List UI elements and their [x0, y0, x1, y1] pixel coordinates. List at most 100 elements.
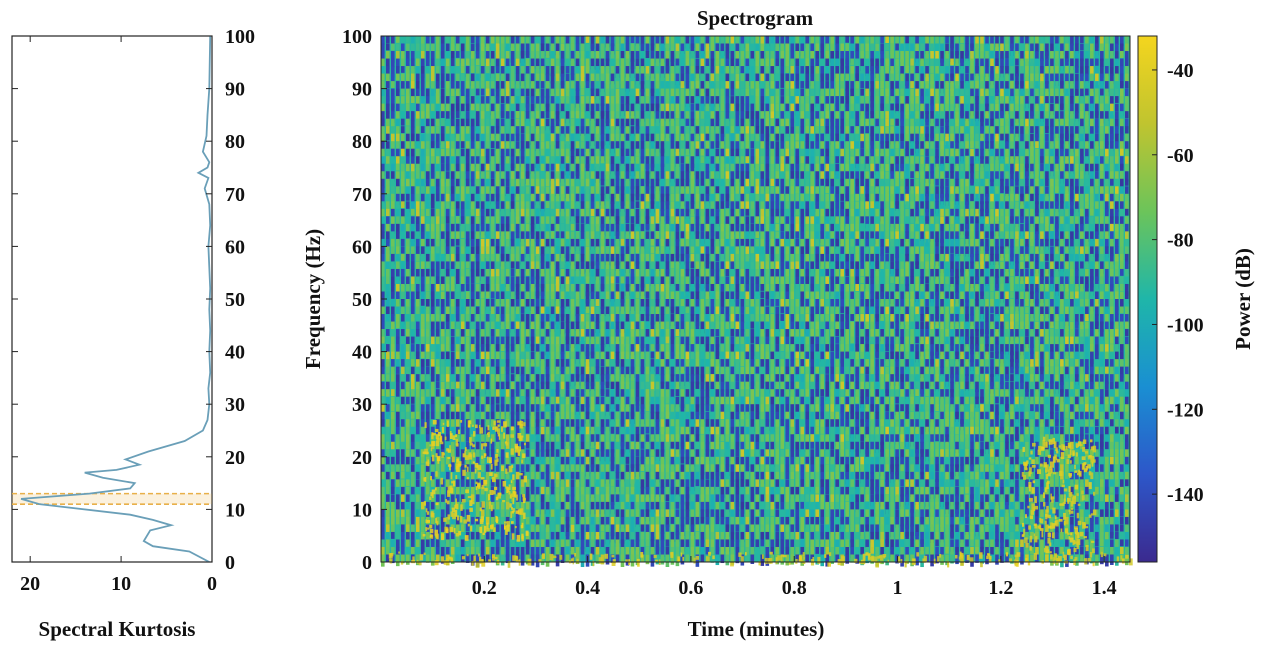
spectrogram-cell [470, 344, 475, 356]
spectrogram-cell [490, 306, 495, 319]
spectrogram-cell [575, 111, 580, 119]
spectrogram-cell [630, 539, 635, 549]
spectrogram-cell [630, 486, 635, 497]
spectrogram-cell [505, 58, 510, 67]
spectrogram-cell [490, 374, 495, 386]
spectrogram-cell [505, 216, 510, 228]
spectrogram-cell [465, 321, 470, 331]
spectrogram-cell [495, 321, 500, 334]
spectrogram-cell [545, 396, 550, 407]
spectrogram-cell [505, 314, 510, 326]
spectrogram-cell [550, 501, 555, 514]
spectrogram-cell [695, 126, 700, 136]
spectrogram-cell [625, 449, 630, 458]
spectrogram-cell [520, 404, 525, 415]
spectrogram-cell [381, 464, 385, 472]
spectrogram-cell [405, 118, 410, 126]
spectrogram-cell [585, 419, 590, 428]
spectrogram-cell [455, 193, 460, 205]
spectrogram-cell [625, 126, 630, 136]
spectrogram-cell [630, 73, 635, 85]
spectrogram-cell [540, 148, 545, 156]
spectrogram-cell [595, 118, 600, 128]
spectrogram-cell [620, 216, 625, 226]
spectrogram-cell [660, 66, 665, 78]
spectrogram-cell [590, 321, 595, 333]
spectrogram-cell [540, 253, 545, 263]
spectrogram-cell [725, 36, 730, 49]
spectrogram-cell [725, 163, 730, 173]
spectrogram-cell [515, 366, 520, 377]
spectrogram-cell [510, 126, 515, 138]
spectrogram-cell [560, 419, 565, 430]
spectrogram-cell [525, 261, 530, 272]
spectrogram-cell [690, 163, 695, 176]
spectrogram-cell [660, 81, 665, 88]
spectrogram-cell [400, 321, 405, 329]
spectrogram-cell [495, 208, 500, 220]
spectrogram-cell [675, 246, 680, 258]
spectrogram-cell [620, 81, 625, 89]
spectrogram-cell [435, 268, 440, 278]
spectrogram-cell [555, 111, 560, 122]
spectrogram-cell [605, 156, 610, 166]
spectrogram-cell [725, 73, 730, 82]
spectrogram-cell [585, 306, 590, 314]
spectrogram-cell [535, 51, 540, 60]
spectrogram-cell [525, 88, 530, 97]
spectrogram-cell [385, 299, 390, 307]
spectrogram-cell [610, 321, 615, 331]
spectrogram-cell [540, 426, 545, 440]
spectrogram-cell [440, 148, 445, 160]
spectrogram-cell [520, 201, 525, 212]
spectrogram-cell [580, 111, 585, 119]
spectrogram-cell [565, 103, 570, 117]
spectrogram-cell [405, 441, 410, 449]
spectrogram-cell [530, 201, 535, 210]
spectrogram-cell [405, 434, 410, 443]
spectrogram-cell [400, 531, 405, 541]
spectrogram-cell [715, 501, 720, 514]
spectrogram-cell [555, 381, 560, 393]
spectrogram-cell [580, 163, 585, 175]
spectrogram-cell [545, 111, 550, 119]
spectrogram-cell [395, 329, 400, 340]
spectrogram-cell [445, 381, 450, 395]
spectrogram-cell [555, 283, 560, 294]
spectrogram-cell [460, 426, 465, 435]
spectrogram-cell [590, 351, 595, 359]
spectrogram-cell [685, 96, 690, 108]
spectrogram-cell [650, 111, 655, 120]
spectrogram-cell [395, 531, 400, 540]
spectrogram-cell [625, 389, 630, 398]
spectrogram-cell [390, 81, 395, 89]
spectrogram-cell [545, 178, 550, 187]
spectrogram-cell [655, 471, 660, 483]
spectrogram-cell [410, 509, 415, 522]
spectrogram-cell [381, 419, 385, 429]
spectrogram-cell [645, 51, 650, 59]
spectrogram-cell [450, 516, 455, 530]
spectrogram-cell [410, 253, 415, 263]
spectrogram-cell [405, 253, 410, 266]
spectrogram-cell [395, 223, 400, 234]
spectrogram-cell [385, 111, 390, 120]
spectrogram-cell [505, 246, 510, 259]
spectrogram-cell [510, 186, 515, 198]
spectrogram-cell [535, 148, 540, 158]
spectrogram-cell [705, 336, 710, 345]
spectrogram-cell [620, 434, 625, 447]
spectrogram-cell [395, 261, 400, 272]
spectrogram-cell [535, 344, 540, 355]
spectrogram-cell [450, 426, 455, 437]
spectrogram-cell [565, 449, 570, 460]
spectrogram-cell [405, 261, 410, 271]
spectrogram-cell [725, 156, 730, 165]
spectrogram-cell [555, 321, 560, 333]
spectrogram-cell [550, 276, 555, 285]
spectrogram-cell [385, 329, 390, 336]
spectrogram-cell [475, 58, 480, 66]
spectrogram-cell [700, 171, 705, 180]
spectrogram-cell [595, 471, 600, 484]
spectrogram-cell [515, 36, 520, 45]
